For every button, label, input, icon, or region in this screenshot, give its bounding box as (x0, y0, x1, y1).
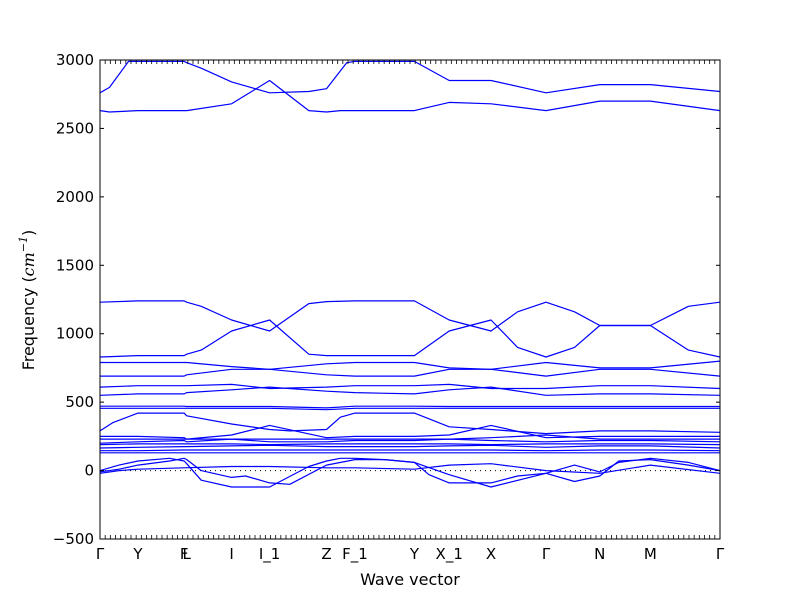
x-tick-label: Γ (716, 545, 725, 563)
y-axis-ticks: −500 0 500 1000 1500 2000 2500 3000 (53, 51, 720, 548)
band-line-5 (100, 360, 720, 370)
x-tick-label: Y (409, 545, 420, 563)
band-line-13 (100, 434, 720, 440)
band-line-16 (100, 444, 720, 449)
y-tick-label: 500 (65, 393, 94, 411)
y-tick-label: 3000 (56, 51, 94, 69)
y-tick-label: 0 (84, 462, 94, 480)
x-tick-label: X_1 (436, 545, 463, 564)
x-tick-label: I_1 (259, 545, 280, 564)
y-tick-label: −500 (53, 530, 94, 548)
x-tick-label: N (594, 545, 605, 563)
x-tick-label: I (229, 545, 233, 563)
x-axis-label: Wave vector (360, 570, 460, 589)
x-tick-label: L (182, 545, 191, 563)
y-tick-label: 1000 (56, 325, 94, 343)
x-tick-label: Γ (542, 545, 551, 563)
band-line-7 (100, 383, 720, 390)
band-line-9 (100, 405, 720, 409)
plot-frame (99, 59, 721, 540)
band-line-19 (100, 457, 720, 488)
band-line-2 (100, 79, 720, 113)
band-line-4 (100, 319, 720, 358)
x-tick-label: F_1 (342, 545, 368, 564)
x-tick-label: Y (132, 545, 143, 563)
band-line-11 (100, 412, 720, 435)
band-line-17 (100, 449, 720, 452)
x-tick-label: Z (321, 545, 331, 563)
y-tick-label: 2000 (56, 188, 94, 206)
y-tick-label: 2500 (56, 119, 94, 137)
y-axis-label: Frequency (cm−1) (17, 230, 38, 371)
x-tick-label: Γ (96, 545, 105, 563)
x-tick-label: X (486, 545, 496, 563)
y-tick-label: 1500 (56, 256, 94, 274)
band-line-8 (100, 386, 720, 396)
band-line-10 (100, 407, 720, 411)
x-tick-label: M (644, 545, 657, 563)
band-line-6 (100, 368, 720, 377)
x-tick-label: F (180, 545, 189, 563)
band-line-14 (100, 438, 720, 444)
band-line-1 (100, 60, 720, 94)
band-line-15 (100, 443, 720, 446)
band-line-20 (100, 457, 720, 488)
band-line-12 (100, 424, 720, 440)
band-line-3 (100, 300, 720, 332)
band-line-21 (100, 463, 720, 474)
phonon-bands (100, 60, 720, 488)
x-axis-ticks: Γ Y FL I I_1 Z F_1 Y X_1 X Γ N M Γ (96, 60, 725, 564)
